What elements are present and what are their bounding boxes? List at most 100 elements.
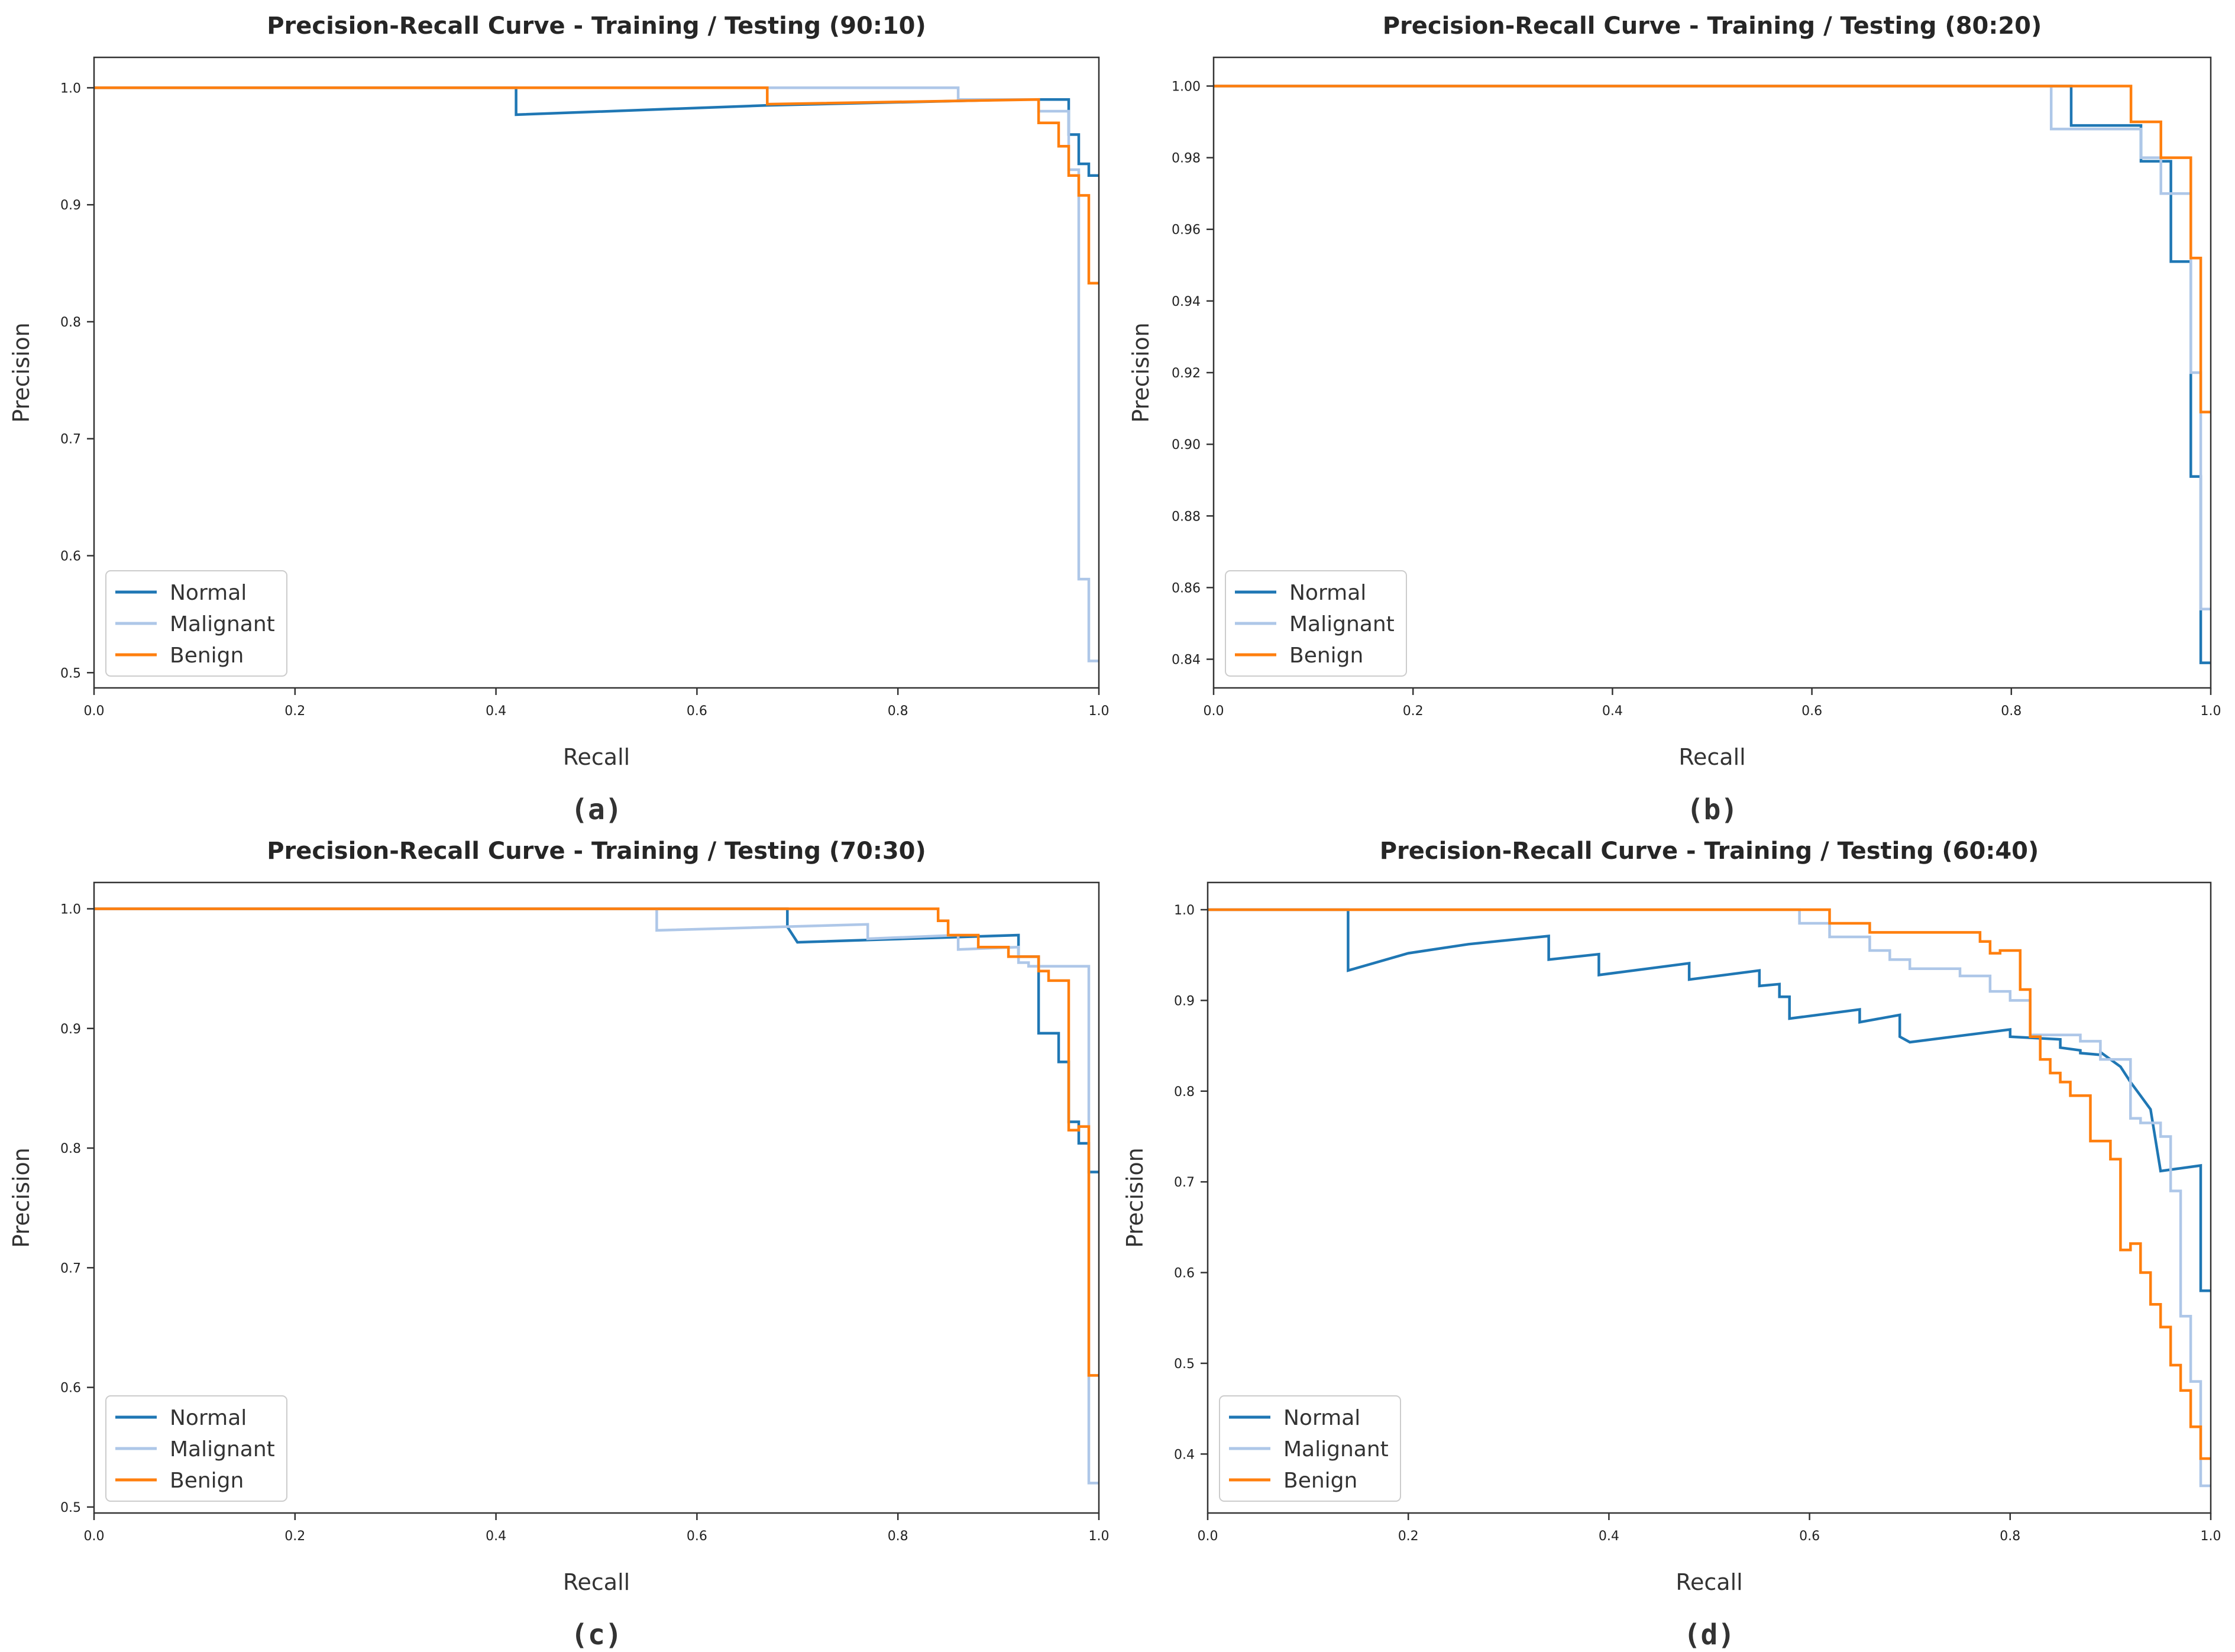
x-tick-label: 0.4 (486, 704, 506, 719)
y-tick-label: 0.6 (60, 549, 81, 564)
panel-caption: (c) (571, 1618, 622, 1651)
y-tick-label: 1.0 (60, 903, 81, 917)
y-tick-label: 1.00 (1172, 79, 1201, 94)
chart-title: Precision-Recall Curve - Training / Test… (267, 12, 926, 40)
legend-box (1225, 570, 1407, 677)
series-line-normal (94, 907, 1099, 1173)
series-line-malignant (94, 86, 1099, 662)
y-tick-label: 0.9 (1174, 994, 1195, 1008)
x-tick-label: 0.6 (1801, 704, 1822, 719)
y-tick-label: 0.94 (1172, 295, 1201, 309)
y-tick-label: 0.7 (60, 1261, 81, 1276)
x-tick-label: 0.2 (1398, 1529, 1419, 1544)
legend-label-benign: Benign (170, 644, 244, 668)
x-axis-label: Recall (1678, 744, 1745, 770)
y-tick-label: 0.90 (1172, 438, 1201, 452)
series-line-benign (94, 86, 1099, 285)
y-tick-label: 0.6 (60, 1381, 81, 1396)
legend-label-benign: Benign (170, 1469, 244, 1493)
legend-box (105, 1395, 287, 1502)
chart-panel-3: Precision-Recall Curve - Training / Test… (8, 838, 1110, 1651)
x-axis-label: Recall (1676, 1569, 1742, 1595)
x-axis-label: Recall (563, 744, 630, 770)
legend-label-normal: Normal (1289, 581, 1366, 605)
legend-label-malignant: Malignant (170, 1437, 275, 1462)
x-tick-label: 0.8 (888, 1529, 908, 1544)
legend-box (1219, 1395, 1401, 1502)
x-tick-label: 0.0 (1204, 704, 1224, 719)
y-tick-label: 0.5 (1174, 1357, 1195, 1372)
series-line-benign (1214, 85, 2211, 413)
legend-label-benign: Benign (1289, 644, 1363, 668)
panel-caption: (b) (1687, 793, 1738, 826)
legend: Normal Malignant Benign (105, 570, 287, 677)
chart-panel-1: Precision-Recall Curve - Training / Test… (8, 12, 1110, 826)
x-tick-label: 0.0 (84, 1529, 105, 1544)
y-tick-label: 0.88 (1172, 509, 1201, 524)
x-tick-label: 1.0 (1089, 1529, 1110, 1544)
x-tick-label: 1.0 (2201, 1529, 2221, 1544)
y-tick-label: 0.4 (1174, 1447, 1195, 1462)
y-tick-label: 0.9 (60, 198, 81, 213)
x-tick-label: 0.0 (1198, 1529, 1218, 1544)
chart-panel-4: Precision-Recall Curve - Training / Test… (1122, 838, 2221, 1651)
x-tick-label: 0.6 (1799, 1529, 1820, 1544)
legend-box (105, 570, 287, 677)
y-tick-label: 0.8 (1174, 1085, 1195, 1100)
y-tick-label: 0.96 (1172, 223, 1201, 238)
legend-label-benign: Benign (1283, 1469, 1357, 1493)
y-tick-label: 0.92 (1172, 366, 1201, 381)
chart-title: Precision-Recall Curve - Training / Test… (1380, 838, 2039, 865)
x-tick-label: 0.2 (284, 704, 305, 719)
y-axis-label: Precision (8, 322, 34, 423)
legend: Normal Malignant Benign (105, 1395, 287, 1502)
series-line-benign (94, 907, 1099, 1377)
x-tick-label: 1.0 (2201, 704, 2221, 719)
legend-label-normal: Normal (170, 1406, 247, 1430)
legend-label-malignant: Malignant (1289, 612, 1395, 636)
plot-frame (93, 56, 1100, 689)
series-line-benign (1208, 908, 2211, 1460)
y-tick-label: 0.8 (60, 1142, 81, 1156)
series-line-normal (1208, 908, 2211, 1292)
chart-title: Precision-Recall Curve - Training / Test… (267, 838, 926, 865)
x-tick-label: 0.2 (1403, 704, 1424, 719)
y-tick-label: 0.98 (1172, 151, 1201, 166)
x-tick-label: 0.8 (2000, 1529, 2020, 1544)
x-tick-label: 0.8 (888, 704, 908, 719)
series-line-malignant (1208, 908, 2211, 1488)
y-tick-label: 1.0 (1174, 903, 1195, 918)
legend-label-normal: Normal (170, 581, 247, 605)
y-tick-label: 0.9 (60, 1022, 81, 1037)
y-axis-label: Precision (1128, 322, 1154, 423)
y-axis-label: Precision (1122, 1147, 1148, 1248)
chart-title: Precision-Recall Curve - Training / Test… (1383, 12, 2042, 40)
legend: Normal Malignant Benign (1225, 570, 1407, 677)
legend-label-malignant: Malignant (1283, 1437, 1389, 1462)
x-tick-label: 0.8 (2001, 704, 2021, 719)
x-axis-label: Recall (563, 1569, 630, 1595)
chart-panel-2: Precision-Recall Curve - Training / Test… (1128, 12, 2221, 826)
legend-label-normal: Normal (1283, 1406, 1360, 1430)
x-tick-label: 0.2 (284, 1529, 305, 1544)
y-tick-label: 0.86 (1172, 581, 1201, 596)
y-tick-label: 0.5 (60, 666, 81, 681)
y-tick-label: 0.7 (1174, 1175, 1195, 1190)
y-axis-label: Precision (8, 1147, 34, 1248)
x-tick-label: 0.6 (687, 1529, 707, 1544)
plot-frame (93, 881, 1100, 1514)
y-tick-label: 0.84 (1172, 653, 1201, 668)
x-tick-label: 0.6 (687, 704, 707, 719)
series-line-malignant (1214, 85, 2211, 611)
y-tick-label: 0.8 (60, 315, 81, 330)
panel-caption: (d) (1684, 1618, 1735, 1651)
x-tick-label: 0.4 (1602, 704, 1623, 719)
x-tick-label: 1.0 (1089, 704, 1110, 719)
x-tick-label: 0.0 (84, 704, 105, 719)
x-tick-label: 0.4 (1599, 1529, 1619, 1544)
legend-label-malignant: Malignant (170, 612, 275, 636)
plot-frame (1207, 881, 2212, 1514)
panel-caption: (a) (571, 793, 622, 826)
y-tick-label: 0.5 (60, 1501, 81, 1515)
